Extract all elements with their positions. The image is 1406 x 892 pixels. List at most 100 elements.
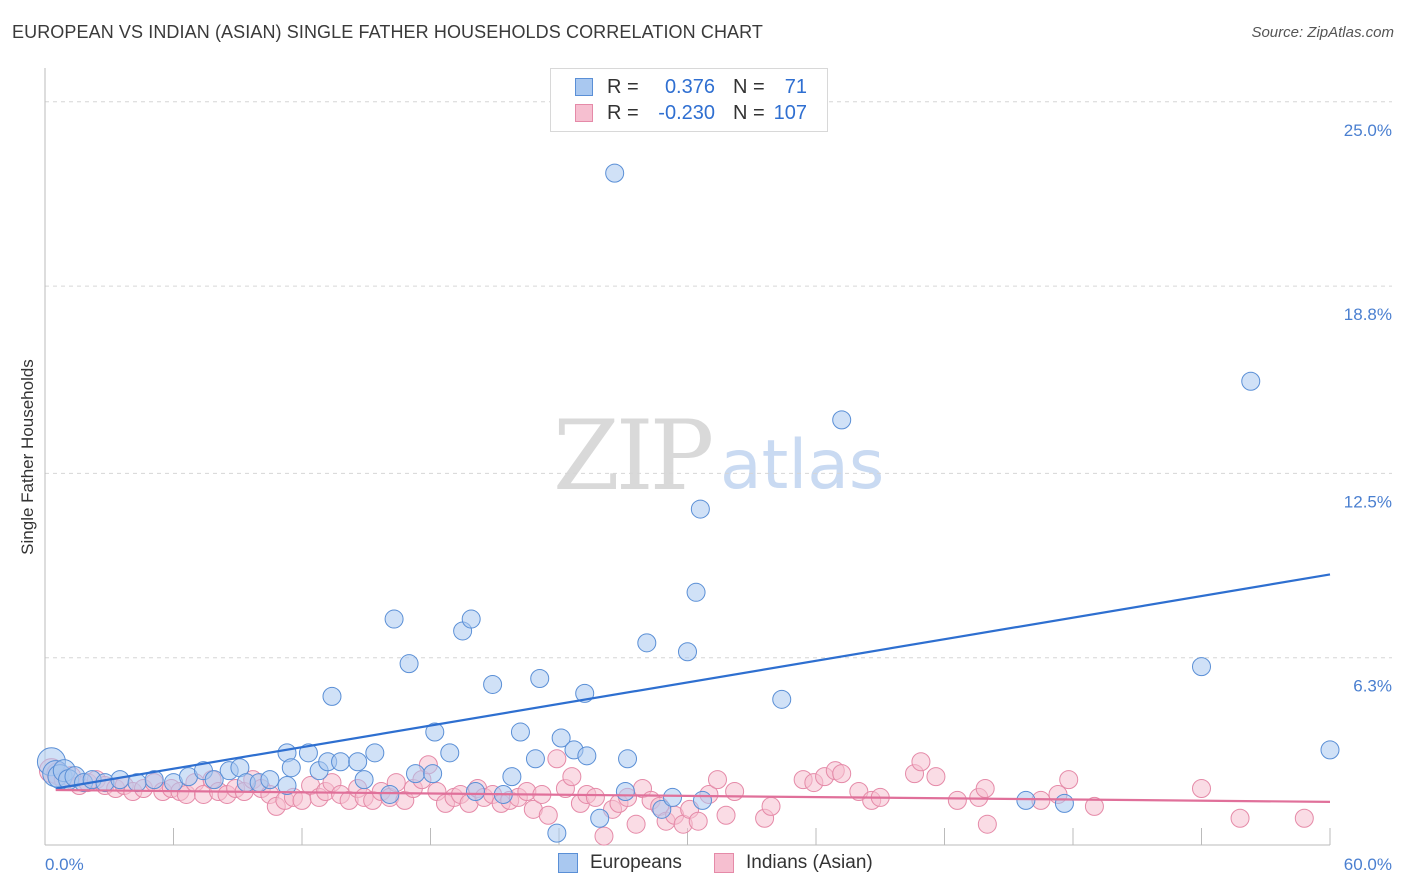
europeans-point xyxy=(204,770,224,790)
europeans-point xyxy=(1192,657,1211,677)
indians-point xyxy=(947,790,967,810)
europeans-point xyxy=(686,582,706,602)
indians-point xyxy=(1059,770,1079,790)
europeans-point xyxy=(832,410,852,430)
indians-point xyxy=(911,752,931,772)
legend-n-value: 71 xyxy=(784,75,807,98)
europeans-trend-line xyxy=(55,573,1331,790)
legend-r-value: -0.230 xyxy=(658,101,715,124)
europeans-point xyxy=(1241,371,1261,391)
y-tick-label: 6.3% xyxy=(1353,677,1392,696)
legend-r-value: 0.376 xyxy=(664,75,715,98)
europeans-point xyxy=(348,752,368,772)
europeans-point xyxy=(277,776,297,796)
indians-point xyxy=(585,787,605,807)
axes xyxy=(44,68,1331,846)
indians-point xyxy=(1084,796,1104,816)
europeans-point xyxy=(144,770,164,790)
source-label: Source: ZipAtlas.com xyxy=(1251,24,1394,41)
indians-point xyxy=(975,779,995,799)
tick-labels: 6.3% 12.5% 18.8% 25.0% 0.0% 60.0% xyxy=(45,121,1392,874)
europeans-point xyxy=(461,609,481,629)
europeans-point xyxy=(399,654,419,674)
europeans-point xyxy=(690,499,710,519)
europeans-point xyxy=(425,722,445,742)
legend-item-indians[interactable]: Indians (Asian) xyxy=(714,852,873,874)
series-europeans-points xyxy=(36,163,1340,843)
indians-point xyxy=(832,764,852,784)
europeans-point xyxy=(663,787,683,807)
europeans-point xyxy=(1320,740,1340,760)
europeans-point xyxy=(281,758,301,778)
chart-title: EUROPEAN VS INDIAN (ASIAN) SINGLE FATHER… xyxy=(12,22,764,42)
indians-point xyxy=(977,814,997,834)
indians-point xyxy=(761,796,781,816)
y-tick-label: 12.5% xyxy=(1344,492,1392,511)
europeans-point xyxy=(637,633,657,653)
indians-point xyxy=(707,770,727,790)
europeans-point xyxy=(406,764,426,784)
legend-n-label: N = xyxy=(733,75,765,98)
indians-point xyxy=(562,767,582,787)
legend-n-label: N = xyxy=(733,101,765,124)
indians-swatch xyxy=(575,104,593,122)
x-tick-label-max: 60.0% xyxy=(1344,855,1392,874)
indians-point xyxy=(1230,808,1250,828)
europeans-point xyxy=(652,799,672,819)
indians-legend-swatch xyxy=(714,853,734,873)
indians-point xyxy=(538,805,558,825)
indians-point xyxy=(1192,779,1211,799)
indians-point xyxy=(1294,808,1314,828)
trend-lines xyxy=(55,573,1331,803)
europeans-point xyxy=(298,743,318,763)
europeans-point xyxy=(678,642,697,662)
y-tick-label: 25.0% xyxy=(1344,121,1392,140)
legend-r-label: R = xyxy=(607,101,639,124)
legend-item-europeans[interactable]: Europeans xyxy=(558,852,682,874)
legend-r-label: R = xyxy=(607,75,639,98)
indians-point xyxy=(716,805,736,825)
europeans-legend-label: Europeans xyxy=(590,852,682,873)
europeans-point xyxy=(322,686,342,706)
europeans-point xyxy=(365,743,385,763)
x-tick-label-min: 0.0% xyxy=(45,855,84,874)
europeans-swatch xyxy=(575,78,593,96)
watermark-zip: ZIP xyxy=(553,400,714,512)
watermark-atlas: atlas xyxy=(720,426,885,505)
correlation-legend: R = 0.376 N = 71 R = -0.230 N = 107 xyxy=(550,68,828,132)
europeans-point xyxy=(692,790,712,810)
europeans-point xyxy=(440,743,460,763)
europeans-point xyxy=(260,770,280,790)
europeans-point xyxy=(618,749,638,769)
grid-lines xyxy=(45,101,1392,659)
europeans-point xyxy=(331,752,351,772)
indians-point xyxy=(594,826,614,846)
europeans-point xyxy=(577,746,597,766)
europeans-point xyxy=(547,823,567,843)
europeans-point xyxy=(423,764,443,784)
europeans-point xyxy=(615,781,635,801)
europeans-point xyxy=(483,674,503,694)
indians-point xyxy=(725,781,745,801)
indians-point xyxy=(547,749,567,769)
europeans-point xyxy=(1016,790,1036,810)
legend-row-europeans: R = 0.376 N = 71 xyxy=(575,75,807,99)
europeans-point xyxy=(551,728,571,748)
europeans-point xyxy=(380,784,400,804)
indians-point xyxy=(926,767,946,787)
indians-point xyxy=(626,814,646,834)
europeans-legend-swatch xyxy=(558,853,578,873)
europeans-point xyxy=(465,781,485,801)
indians-point xyxy=(688,811,708,831)
europeans-point xyxy=(354,770,374,790)
legend-n-value: 107 xyxy=(773,101,807,124)
europeans-point xyxy=(502,767,522,787)
europeans-point xyxy=(772,689,792,709)
series-legend: Europeans Indians (Asian) xyxy=(0,852,1406,878)
y-tick-label: 18.8% xyxy=(1344,305,1392,324)
europeans-point xyxy=(510,722,530,742)
legend-row-indians: R = -0.230 N = 107 xyxy=(575,101,807,125)
europeans-point xyxy=(590,808,610,828)
europeans-point xyxy=(605,163,625,183)
